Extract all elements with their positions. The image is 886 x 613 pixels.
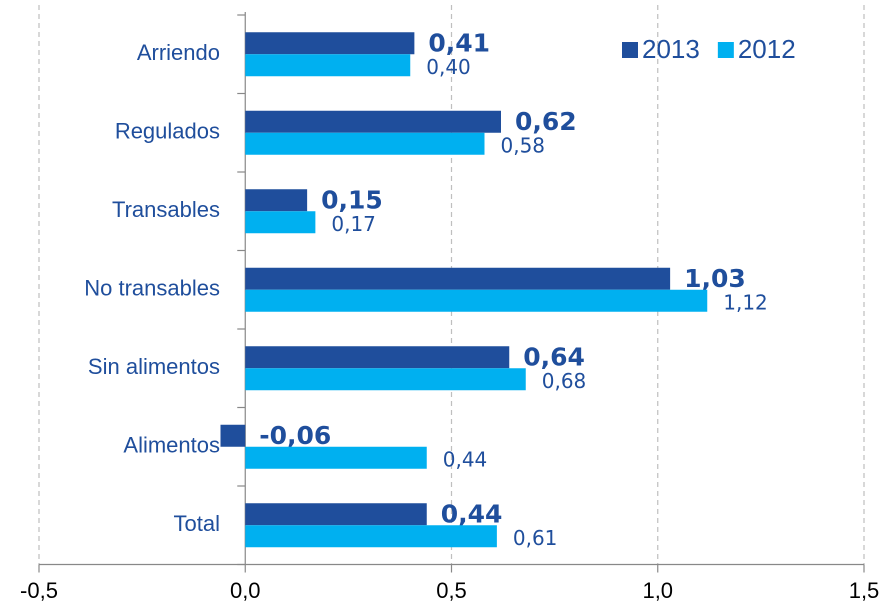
bar [245,32,415,55]
bar [245,346,510,369]
bar [245,267,671,290]
value-label: 1,03 [684,264,746,293]
legend-swatch [622,42,638,58]
value-label: -0,06 [259,421,331,450]
legend-label: 2012 [738,34,796,64]
value-label: 0,44 [443,447,488,471]
category-label: No transables [84,276,220,301]
value-label: 0,40 [426,55,471,79]
bar [220,424,246,447]
value-label: 0,62 [515,107,577,136]
value-label: 0,64 [523,342,585,371]
value-label: 0,44 [441,499,503,528]
category-label: Total [174,511,220,536]
bar [245,446,427,469]
value-label: 0,58 [501,133,546,157]
x-tick-label: 0,5 [436,578,467,603]
value-label: 0,61 [513,526,558,550]
x-tick-label: -0,5 [20,578,58,603]
category-label: Transables [112,197,220,222]
value-label: 0,41 [428,28,490,57]
value-label: 0,17 [331,212,376,236]
value-label: 0,68 [542,369,587,393]
bar [245,54,411,77]
bar [245,503,427,526]
x-tick-label: 1,0 [642,578,673,603]
bar [245,289,708,312]
category-label: Arriendo [137,40,220,65]
bar [245,189,308,212]
x-tick-label: 1,5 [849,578,880,603]
x-tick-label: 0,0 [230,578,261,603]
category-label: Regulados [115,119,220,144]
value-label: 0,15 [321,185,383,214]
bar [245,110,501,133]
legend-label: 2013 [642,34,700,64]
bar [245,368,526,391]
value-label: 1,12 [723,290,768,314]
bar [245,525,497,548]
bar [245,211,316,234]
legend-swatch [717,42,734,58]
category-label: Alimentos [123,433,220,458]
category-label: Sin alimentos [88,354,220,379]
bar [245,132,485,155]
